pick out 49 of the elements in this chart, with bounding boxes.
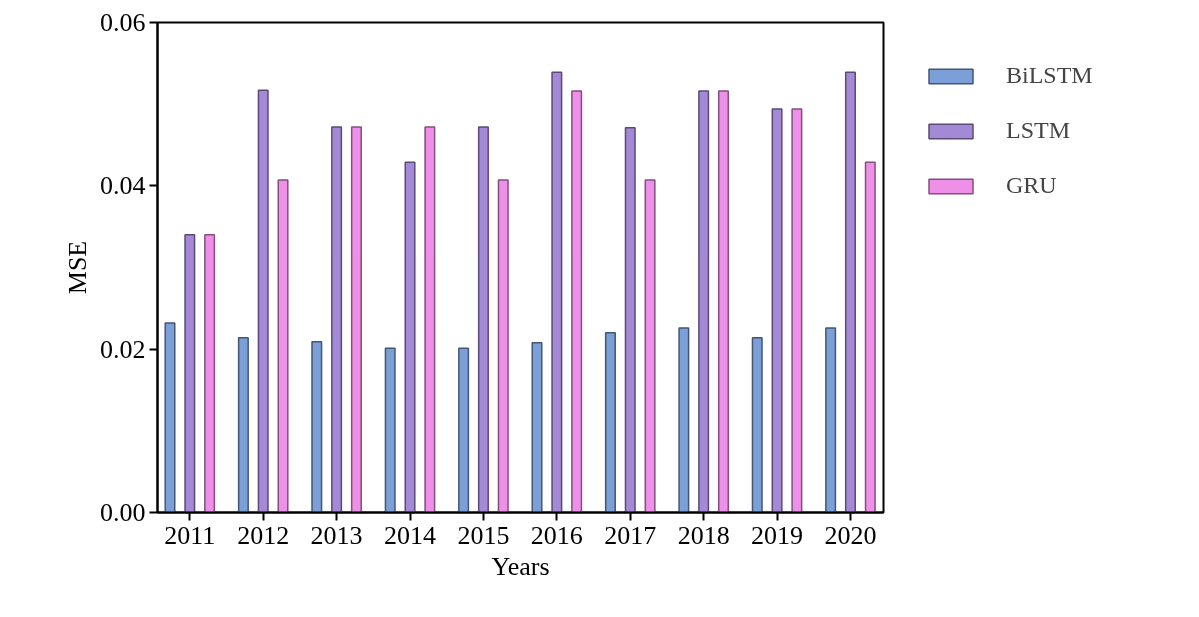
bar <box>384 347 396 513</box>
x-tick-label: 2018 <box>677 520 730 550</box>
x-tick-label: 2014 <box>384 520 437 550</box>
bar <box>164 322 176 513</box>
legend-label: BiLSTM <box>1006 62 1094 89</box>
bar <box>644 179 656 513</box>
bar <box>184 234 196 513</box>
bar <box>771 108 783 513</box>
bar <box>204 234 216 513</box>
legend-label: GRU <box>1006 172 1058 199</box>
x-tick-label: 2020 <box>824 520 877 550</box>
bar <box>237 336 249 513</box>
bar <box>277 179 289 513</box>
bar <box>497 179 509 513</box>
bar <box>257 89 269 513</box>
bar <box>604 332 616 513</box>
y-axis-title: MSE <box>63 240 92 295</box>
x-tick-label: 2017 <box>604 520 657 550</box>
bar <box>844 71 856 513</box>
bar <box>751 336 763 513</box>
bar <box>698 90 710 513</box>
y-tick-label: 0.04 <box>100 171 146 201</box>
bar <box>791 108 803 513</box>
bar <box>551 71 563 513</box>
y-tick-label: 0.00 <box>100 498 146 527</box>
bar <box>825 327 837 513</box>
bar <box>571 90 583 513</box>
bar <box>424 126 436 513</box>
bar <box>331 126 343 513</box>
bar <box>717 90 729 513</box>
bar <box>531 341 543 513</box>
x-axis-title: Years <box>491 551 550 581</box>
x-tick-label: 2016 <box>530 520 583 550</box>
bar <box>678 327 690 513</box>
bar <box>311 341 323 513</box>
bar <box>477 126 489 513</box>
bar <box>864 161 876 513</box>
y-tick-label: 0.06 <box>100 8 146 37</box>
legend-label: LSTM <box>1006 117 1071 144</box>
bar <box>404 161 416 513</box>
x-tick-label: 2012 <box>237 520 290 550</box>
y-tick-label: 0.02 <box>100 334 146 364</box>
bar <box>350 126 362 513</box>
bar <box>458 347 470 513</box>
x-tick-label: 2015 <box>457 520 510 550</box>
bar <box>624 127 636 513</box>
x-tick-label: 2011 <box>164 520 216 550</box>
x-tick-label: 2013 <box>310 520 363 550</box>
x-tick-label: 2019 <box>751 520 804 550</box>
